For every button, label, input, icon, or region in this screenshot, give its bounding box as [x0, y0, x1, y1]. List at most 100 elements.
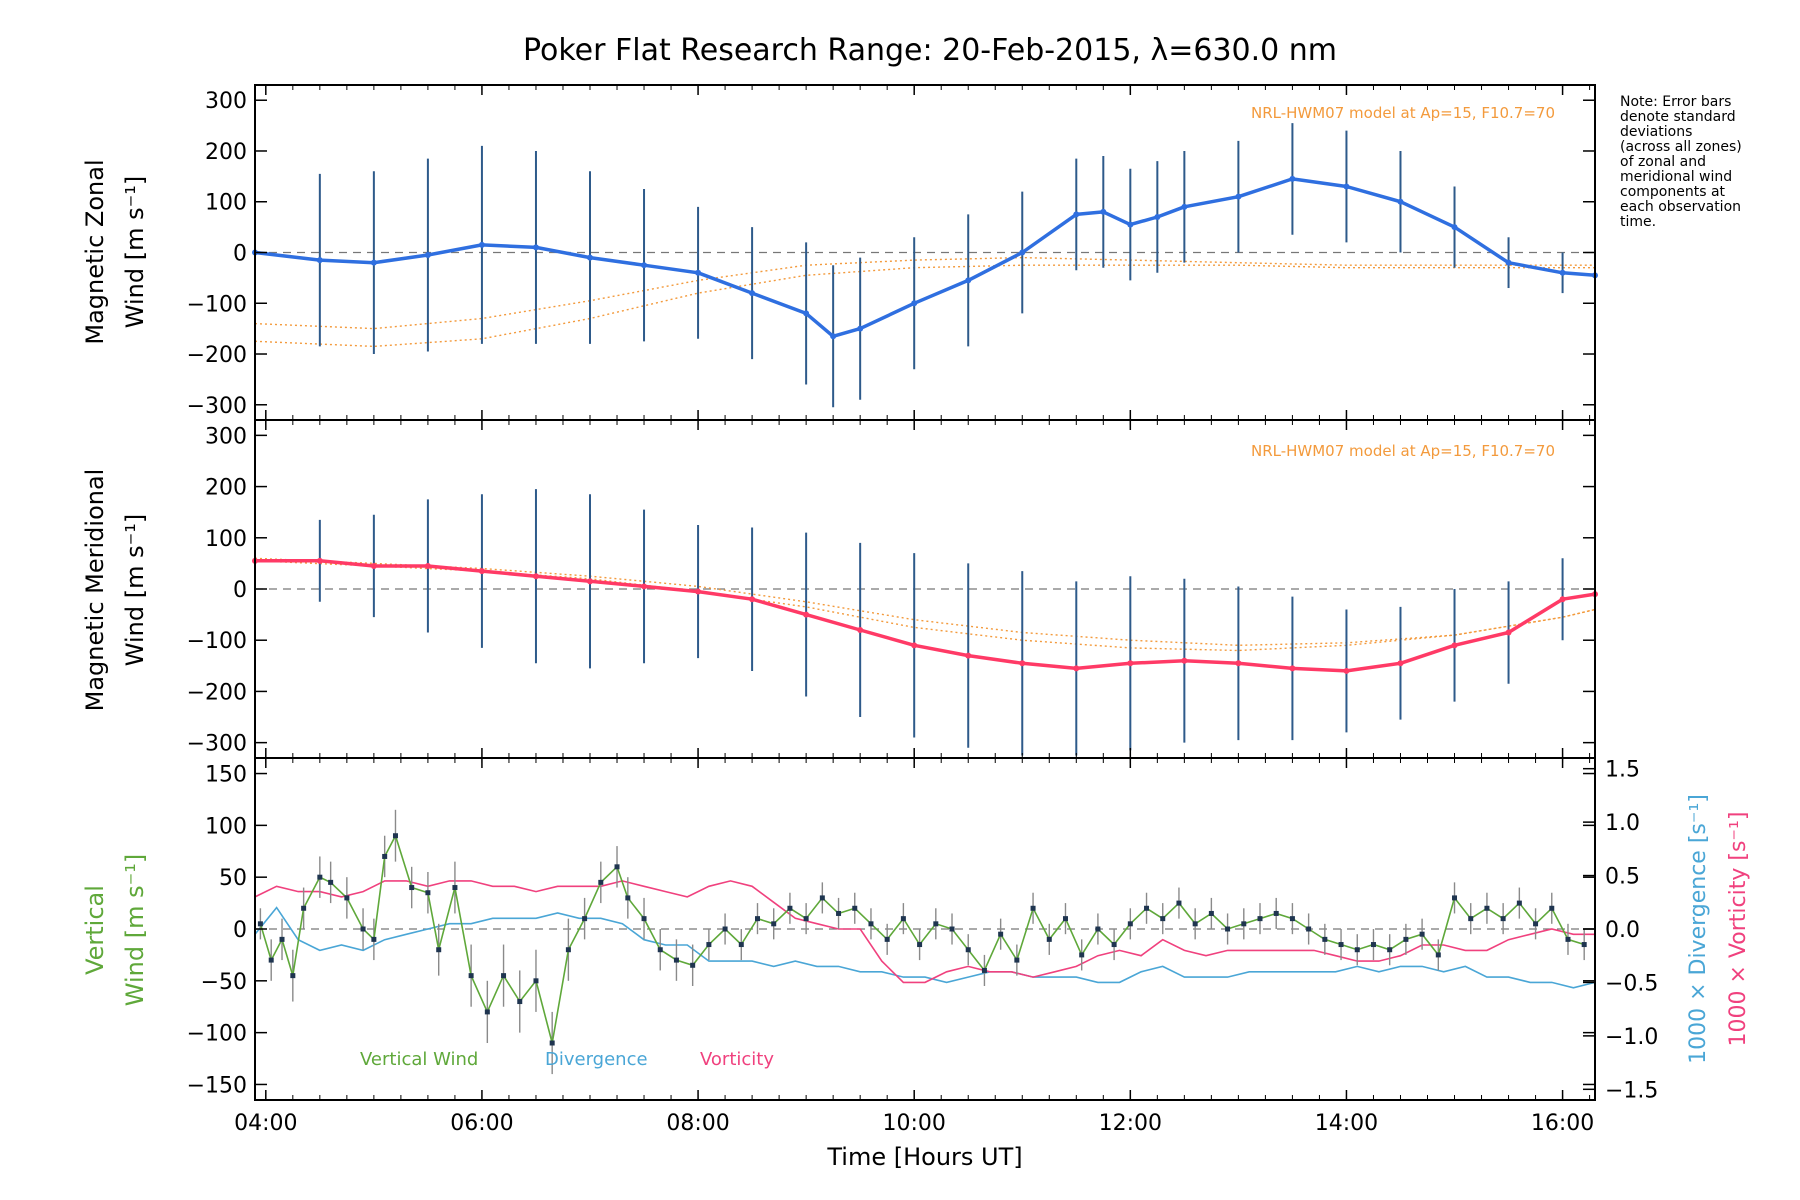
- x-tick-label: 14:00: [1315, 1111, 1378, 1136]
- data-point: [1397, 198, 1404, 205]
- data-point: [1019, 660, 1026, 667]
- data-point: [532, 573, 539, 580]
- x-tick-label: 16:00: [1531, 1111, 1594, 1136]
- data-point: [771, 921, 777, 927]
- data-point: [1581, 942, 1587, 948]
- data-point: [1387, 947, 1393, 953]
- data-point: [803, 916, 809, 922]
- data-point: [857, 325, 864, 332]
- data-point: [1062, 916, 1068, 922]
- meridional-wind-line: [255, 559, 1596, 673]
- y-tick-label: 0.0: [1605, 918, 1640, 943]
- zonal-yticks: −300 −200 −100 0 100 200 300: [187, 89, 1595, 419]
- x-tick-label: 12:00: [1099, 1111, 1162, 1136]
- data-point: [532, 244, 539, 251]
- data-point: [1468, 916, 1474, 922]
- vertical-legend: Vertical Wind Divergence Vorticity: [360, 1049, 774, 1070]
- data-point: [587, 254, 593, 261]
- data-point: [1208, 910, 1214, 916]
- data-point: [857, 626, 864, 633]
- data-point: [787, 905, 793, 911]
- y-tick-label: 100: [205, 191, 247, 216]
- note-text: Note: Error bars denote standard deviati…: [1620, 94, 1742, 230]
- data-point: [981, 967, 987, 973]
- data-point: [392, 833, 398, 839]
- data-point: [257, 921, 263, 927]
- data-point: [819, 895, 825, 901]
- data-point: [1225, 926, 1231, 932]
- y-tick-label: 50: [219, 866, 247, 891]
- data-point: [917, 942, 923, 948]
- data-point: [965, 947, 971, 953]
- data-point: [852, 905, 858, 911]
- vertical-y2ticks: −1.5 −1.0 −0.5 0.0 0.5 1.0 1.5: [1583, 758, 1658, 1103]
- data-point: [478, 241, 485, 248]
- data-point: [1176, 900, 1182, 906]
- data-point: [587, 578, 593, 585]
- data-point: [1257, 916, 1263, 922]
- data-point: [1505, 259, 1512, 266]
- data-point: [501, 973, 507, 979]
- data-point: [1559, 596, 1566, 603]
- data-point: [949, 926, 955, 932]
- data-point: [911, 300, 918, 307]
- data-point: [1235, 660, 1242, 667]
- data-point: [424, 252, 431, 259]
- data-point: [424, 562, 431, 569]
- data-point: [279, 936, 285, 942]
- y-tick-label: −1.5: [1605, 1078, 1658, 1103]
- data-point: [695, 588, 702, 595]
- data-point: [436, 947, 442, 953]
- chart-title: Poker Flat Research Range: 20-Feb-2015, …: [523, 33, 1337, 68]
- data-point: [1565, 936, 1571, 942]
- data-point: [641, 262, 648, 269]
- y-tick-label: 0: [233, 578, 247, 603]
- data-point: [695, 269, 702, 276]
- data-point: [836, 910, 842, 916]
- data-point: [582, 916, 588, 922]
- data-point: [1435, 952, 1441, 958]
- y-tick-label: 100: [205, 814, 247, 839]
- vertical-yticks: −150 −100 −50 0 50 100 150: [187, 763, 1595, 1098]
- meridional-series: [252, 557, 1598, 674]
- y-tick-label: 100: [205, 527, 247, 552]
- data-point: [884, 936, 890, 942]
- data-point: [478, 568, 485, 575]
- y-tick-label: −100: [187, 629, 247, 654]
- vertical-ylabel-1: Vertical: [81, 885, 109, 975]
- data-point: [803, 310, 810, 317]
- divergence-line: [254, 906, 1596, 989]
- data-point: [1451, 224, 1458, 231]
- data-point: [965, 277, 972, 284]
- data-point: [517, 999, 523, 1005]
- data-point: [360, 926, 366, 932]
- zonal-panel: −300 −200 −100 0 100 200 300 NRL-HWM07 model a…: [81, 84, 1598, 421]
- data-point: [1273, 910, 1279, 916]
- legend-vorticity: Vorticity: [700, 1049, 774, 1070]
- data-point: [1403, 936, 1409, 942]
- data-point: [1235, 193, 1242, 200]
- divergence-vorticity-lines: [254, 880, 1596, 989]
- data-point: [830, 333, 837, 340]
- meridional-ylabel-1: Magnetic Meridional: [81, 469, 109, 712]
- x-tick-label: 10:00: [882, 1111, 945, 1136]
- data-point: [868, 921, 874, 927]
- y-tick-label: −200: [187, 680, 247, 705]
- vertical-xticks: 04:00 06:00 08:00 10:00 12:00 14:00 16:00: [234, 758, 1594, 1136]
- data-point: [1397, 660, 1404, 667]
- zonal-ylabel-1: Magnetic Zonal: [81, 159, 109, 344]
- y-tick-label: 0: [233, 242, 247, 267]
- data-point: [1322, 936, 1328, 942]
- data-point: [1181, 203, 1188, 210]
- data-point: [803, 611, 810, 618]
- note-line-1: denote standard: [1620, 109, 1736, 125]
- x-tick-label: 08:00: [666, 1111, 729, 1136]
- data-point: [1533, 921, 1539, 927]
- data-point: [1338, 942, 1344, 948]
- vertical-wind-line: [259, 833, 1585, 1044]
- data-point: [1559, 269, 1566, 276]
- data-point: [316, 557, 323, 564]
- data-point: [1419, 931, 1425, 937]
- data-point: [598, 879, 604, 885]
